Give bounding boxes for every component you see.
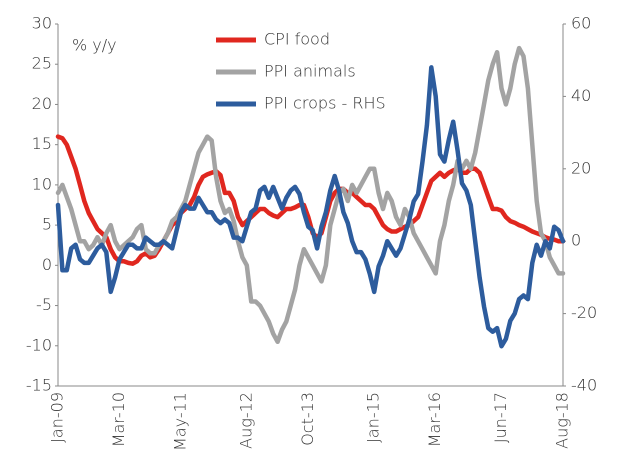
x-tick-label: Aug-18 <box>553 392 572 449</box>
y-tick-label: 5 <box>42 215 52 234</box>
x-tick-label: Aug-12 <box>236 392 255 449</box>
series-line <box>55 134 566 266</box>
y-tick-label: -10 <box>26 335 52 354</box>
y2-tick-label: 0 <box>571 231 581 250</box>
y-tick-label: 0 <box>42 255 52 274</box>
x-tick-label: Jan-09 <box>48 392 67 443</box>
y-tick-label: -5 <box>36 295 52 314</box>
legend-label: PPI crops - RHS <box>264 94 386 113</box>
series-line <box>55 45 566 345</box>
y2-tick-label: 60 <box>571 14 591 33</box>
x-tick-label: Mar-10 <box>109 392 128 447</box>
series-line <box>55 65 566 349</box>
x-tick-label: Jan-15 <box>364 392 383 443</box>
legend-label: CPI food <box>264 30 330 49</box>
y-tick-label: 20 <box>32 94 52 113</box>
y2-tick-label: 40 <box>571 86 591 105</box>
y-tick-label: 10 <box>32 174 52 193</box>
legend-label: PPI animals <box>264 62 356 81</box>
y2-tick-label: 20 <box>571 158 591 177</box>
x-tick-label: May-11 <box>170 392 189 451</box>
unit-annotation: % y/y <box>72 36 117 55</box>
y-tick-label: 30 <box>32 14 52 33</box>
x-tick-label: Jun-17 <box>491 392 510 443</box>
y-tick-label: 25 <box>32 54 52 73</box>
x-tick-label: Oct-13 <box>298 392 317 446</box>
x-tick-label: Mar-16 <box>425 392 444 447</box>
y-tick-label: 15 <box>32 134 52 153</box>
y2-tick-label: -20 <box>571 303 597 322</box>
y2-tick-label: -40 <box>571 376 597 395</box>
y-tick-label: -15 <box>26 376 52 395</box>
